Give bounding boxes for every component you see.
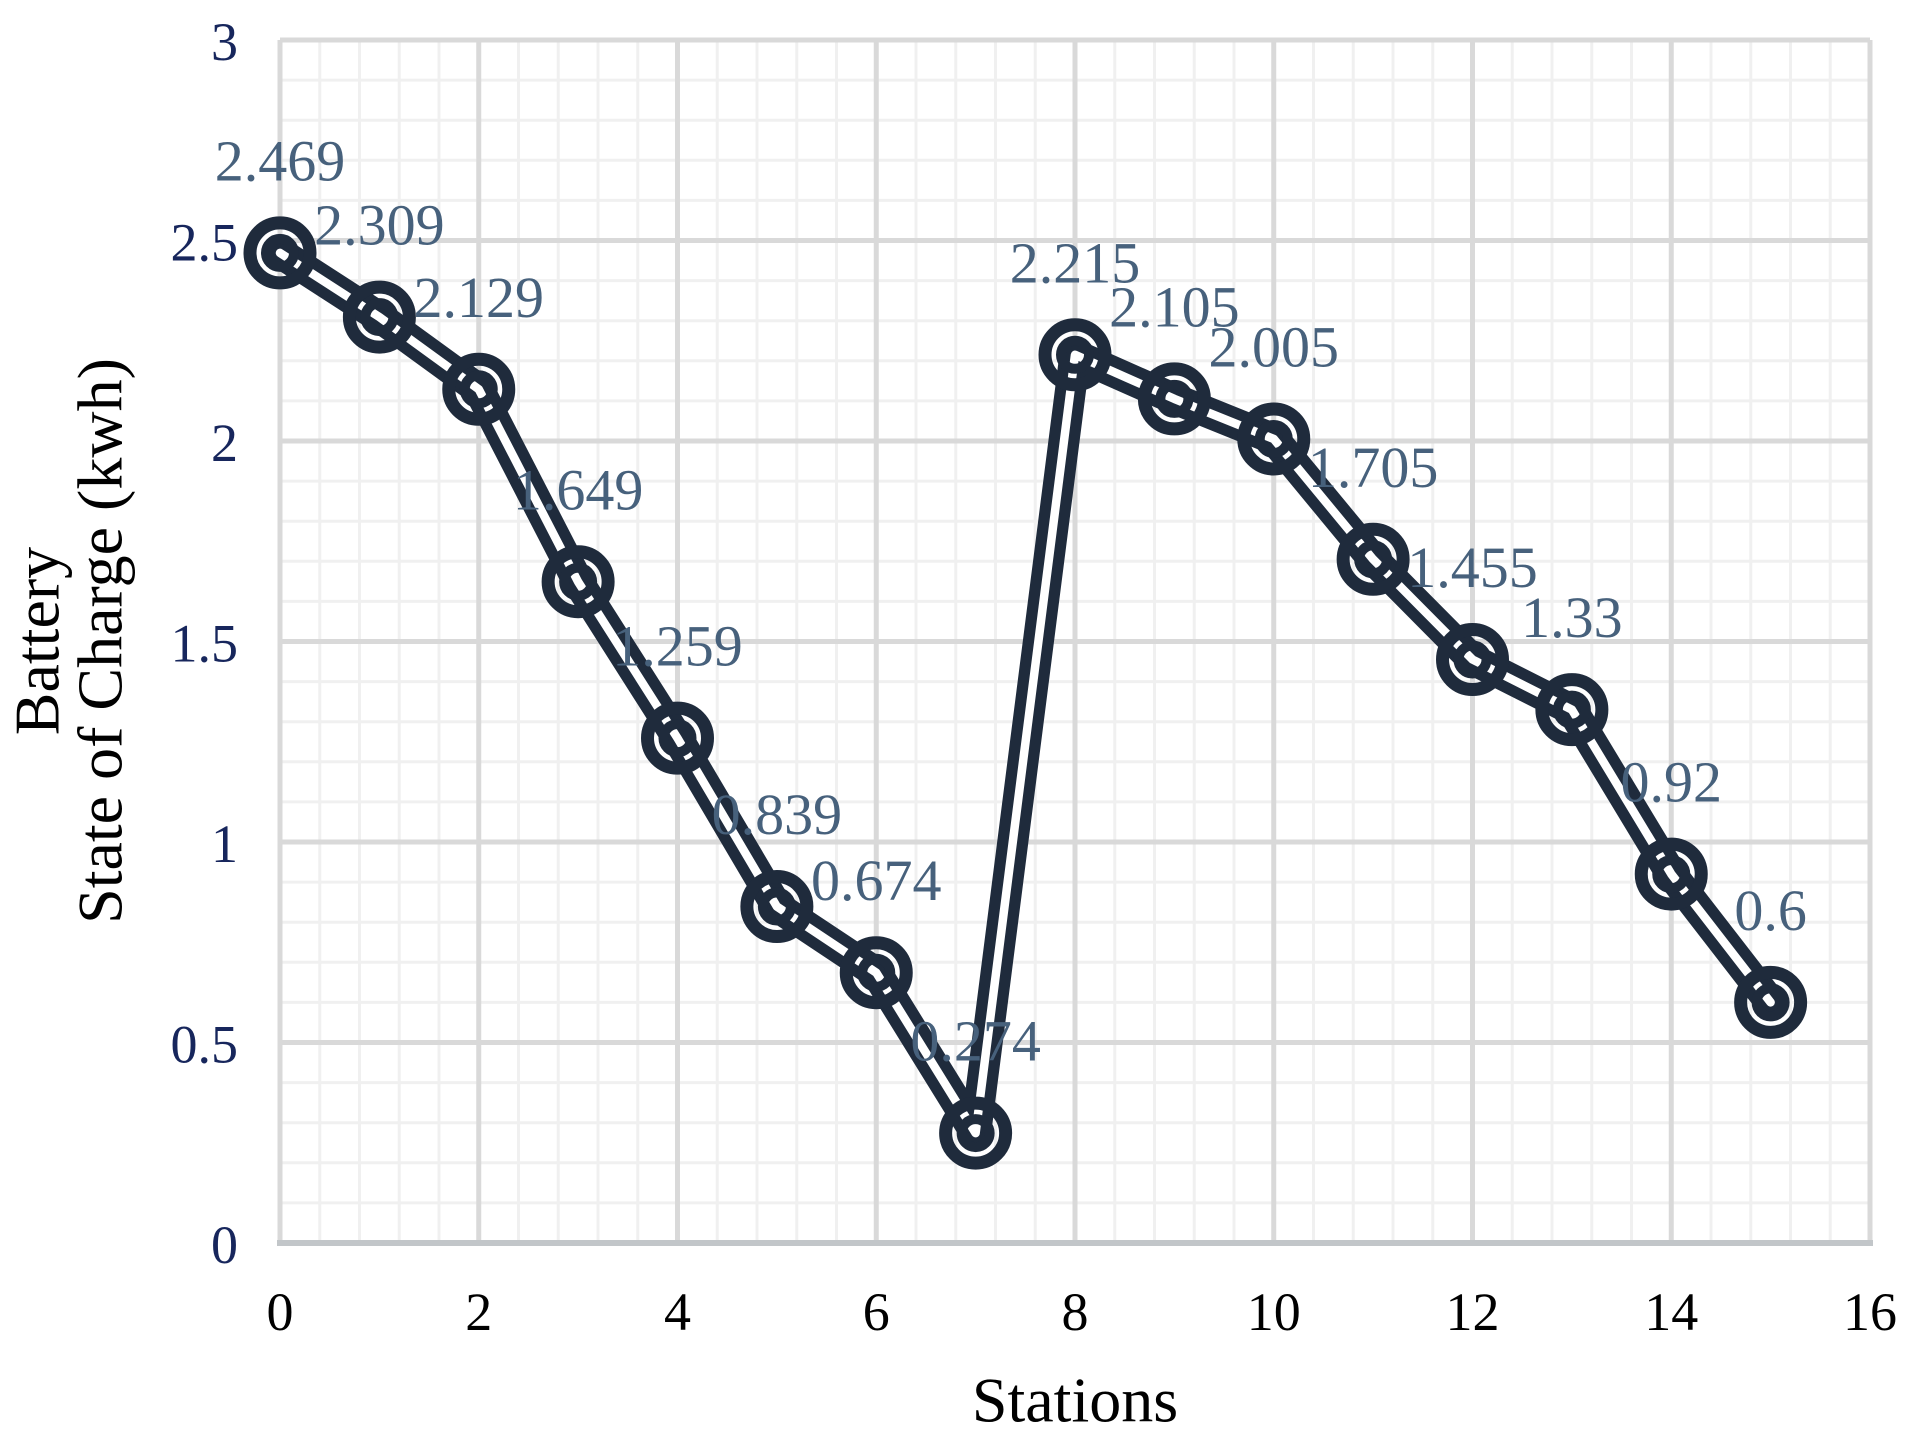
marker-inner-ring bbox=[360, 298, 399, 337]
data-point-marker bbox=[1535, 673, 1609, 747]
x-tick-label: 4 bbox=[664, 1282, 691, 1342]
series-line-core bbox=[275, 248, 1775, 1138]
data-point-marker bbox=[1734, 965, 1808, 1039]
y-tick-label: 0.5 bbox=[171, 1015, 239, 1075]
y-tick-label: 2 bbox=[211, 413, 238, 473]
marker-outer-ring bbox=[1634, 837, 1708, 911]
y-tick-label: 2.5 bbox=[171, 213, 239, 273]
x-tick-label: 16 bbox=[1843, 1282, 1897, 1342]
series-line bbox=[264, 237, 1787, 1149]
marker-inner-ring bbox=[459, 370, 498, 409]
marker-inner-ring bbox=[261, 233, 299, 272]
y-tick-label: 3 bbox=[211, 12, 238, 72]
data-label: 0.92 bbox=[1621, 750, 1723, 815]
data-point-markers bbox=[243, 216, 1808, 1170]
marker-outer-ring bbox=[1734, 965, 1808, 1039]
data-point-marker bbox=[342, 280, 416, 354]
x-tick-label: 14 bbox=[1644, 1282, 1698, 1342]
data-label: 0.674 bbox=[811, 848, 942, 913]
marker-outer-ring bbox=[939, 1096, 1013, 1170]
y-tick-label: 0 bbox=[211, 1215, 238, 1275]
x-tick-label: 6 bbox=[863, 1282, 890, 1342]
data-point-marker bbox=[1137, 362, 1211, 436]
x-tick-label: 12 bbox=[1446, 1282, 1500, 1342]
marker-outer-ring bbox=[243, 216, 317, 290]
marker-inner-ring bbox=[1552, 690, 1591, 729]
marker-inner-ring bbox=[559, 562, 598, 601]
data-label: 2.309 bbox=[314, 193, 445, 258]
data-label: 0.6 bbox=[1734, 878, 1807, 943]
data-label: 1.33 bbox=[1521, 585, 1623, 650]
marker-inner-ring bbox=[757, 887, 796, 926]
data-label: 2.005 bbox=[1209, 314, 1340, 379]
marker-outer-ring bbox=[442, 352, 516, 426]
data-label: 1.259 bbox=[612, 614, 743, 679]
data-label: 2.215 bbox=[1010, 230, 1141, 295]
marker-inner-ring bbox=[1652, 855, 1691, 894]
marker-inner-ring bbox=[1056, 335, 1094, 374]
y-tick-label: 1 bbox=[211, 814, 238, 874]
marker-outer-ring bbox=[342, 280, 416, 354]
data-point-marker bbox=[1634, 837, 1708, 911]
x-tick-labels: 0 2 4 6 8 10 12 14 16 bbox=[267, 1282, 1898, 1342]
x-tick-label: 2 bbox=[465, 1282, 492, 1342]
marker-outer-ring bbox=[839, 936, 913, 1010]
data-label: 1.455 bbox=[1407, 535, 1538, 600]
marker-inner-ring bbox=[1354, 540, 1393, 579]
data-point-marker bbox=[1336, 522, 1410, 596]
data-point-marker bbox=[1436, 623, 1509, 697]
data-label: 1.705 bbox=[1308, 435, 1439, 500]
marker-outer-ring bbox=[641, 701, 714, 775]
marker-outer-ring bbox=[1038, 318, 1112, 392]
x-tick-label: 0 bbox=[267, 1282, 294, 1342]
data-label: 2.129 bbox=[414, 265, 545, 330]
marker-outer-ring bbox=[1336, 522, 1410, 596]
marker-inner-ring bbox=[1254, 419, 1293, 458]
marker-outer-ring bbox=[1137, 362, 1211, 436]
marker-inner-ring bbox=[956, 1114, 995, 1153]
marker-outer-ring bbox=[541, 545, 615, 619]
y-axis-title-line1: Battery bbox=[2, 547, 73, 735]
data-point-marker bbox=[1038, 318, 1112, 392]
marker-outer-ring bbox=[740, 870, 814, 944]
x-tick-label: 10 bbox=[1247, 1282, 1301, 1342]
data-point-marker bbox=[839, 936, 913, 1010]
data-label: 2.105 bbox=[1109, 274, 1240, 339]
y-axis-title-line2: State of Charge (kwh) bbox=[65, 358, 136, 924]
data-point-marker bbox=[541, 545, 615, 619]
data-point-marker bbox=[243, 216, 317, 290]
data-label: 1.649 bbox=[513, 457, 644, 522]
y-tick-labels: 0 0.5 1 1.5 2 2.5 3 bbox=[171, 12, 239, 1275]
marker-inner-ring bbox=[1155, 379, 1194, 418]
x-axis-title: Stations bbox=[972, 1365, 1178, 1436]
data-label: 0.839 bbox=[712, 782, 843, 847]
data-point-marker bbox=[740, 870, 814, 944]
marker-inner-ring bbox=[658, 719, 697, 758]
data-point-marker bbox=[442, 352, 516, 426]
data-point-marker bbox=[641, 701, 714, 775]
marker-inner-ring bbox=[1453, 640, 1492, 679]
marker-outer-ring bbox=[1436, 623, 1509, 697]
data-label: 0.274 bbox=[910, 1009, 1041, 1074]
marker-inner-ring bbox=[857, 953, 896, 992]
marker-outer-ring bbox=[1535, 673, 1609, 747]
marker-inner-ring bbox=[1751, 983, 1790, 1022]
data-label: 2.469 bbox=[215, 128, 346, 193]
data-point-marker bbox=[1237, 402, 1311, 476]
data-point-marker bbox=[939, 1096, 1013, 1170]
x-tick-label: 8 bbox=[1062, 1282, 1089, 1342]
y-tick-label: 1.5 bbox=[171, 614, 239, 674]
y-axis-title: Battery State of Charge (kwh) bbox=[2, 358, 136, 924]
marker-outer-ring bbox=[1237, 402, 1311, 476]
